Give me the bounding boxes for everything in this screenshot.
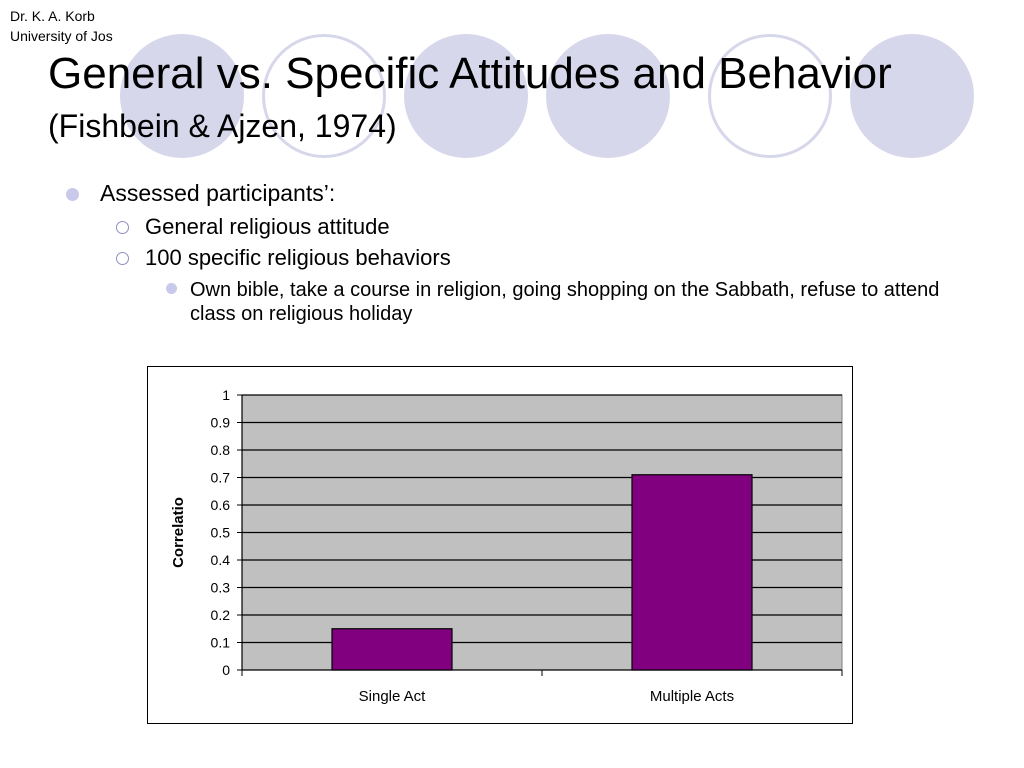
bullet-ring-icon	[116, 221, 129, 234]
slide-subtitle: (Fishbein & Ajzen, 1974)	[48, 108, 397, 144]
bullet-ring-icon	[116, 252, 129, 265]
decorative-circle	[546, 34, 670, 158]
y-tick-label: 0.3	[211, 580, 231, 596]
decorative-circle	[404, 34, 528, 158]
author-name: Dr. K. A. Korb	[10, 8, 95, 24]
y-tick-label: 0.9	[211, 415, 231, 431]
y-axis-title: Correlatio	[170, 497, 187, 568]
decorative-ring	[262, 34, 386, 158]
chart-frame: 0 0.1 0.2 0.3 0.4 0.5 0.6 0.7 0.8 0.9 1 Single Act M…	[147, 366, 853, 724]
y-tick-label: 1	[222, 387, 230, 403]
slide-title: General vs. Specific Attitudes and Behav…	[48, 49, 892, 98]
y-tick-label: 0.2	[211, 607, 231, 623]
y-tick-label: 0.1	[211, 635, 231, 651]
bar	[631, 474, 753, 671]
y-tick-label: 0.8	[211, 442, 231, 458]
y-tick-label: 0.7	[211, 470, 231, 486]
y-tick-label: 0	[222, 662, 230, 678]
x-category-label: Multiple Acts	[650, 688, 734, 705]
author-affiliation: University of Jos	[10, 28, 113, 44]
bar	[331, 628, 453, 671]
y-tick-label: 0.4	[211, 552, 231, 568]
bullet-dot-icon	[166, 283, 177, 294]
bullet-dot-icon	[66, 188, 79, 201]
bullet-level2: 100 specific religious behaviors	[145, 245, 451, 270]
y-tick-label: 0.5	[211, 525, 231, 541]
decorative-ring	[708, 34, 832, 158]
y-tick-label: 0.6	[211, 497, 231, 513]
bar-chart: 0 0.1 0.2 0.3 0.4 0.5 0.6 0.7 0.8 0.9 1 Single Act M…	[170, 387, 843, 705]
decorative-circle	[120, 34, 244, 158]
author-block: Dr. K. A. Korb University of Jos	[10, 6, 113, 46]
bullet-level3: Own bible, take a course in religion, go…	[190, 279, 940, 325]
bullet-level1: Assessed participants’:	[100, 180, 336, 206]
bullet-level2: General religious attitude	[145, 214, 390, 239]
decorative-circle	[850, 34, 974, 158]
x-category-label: Single Act	[359, 688, 427, 705]
